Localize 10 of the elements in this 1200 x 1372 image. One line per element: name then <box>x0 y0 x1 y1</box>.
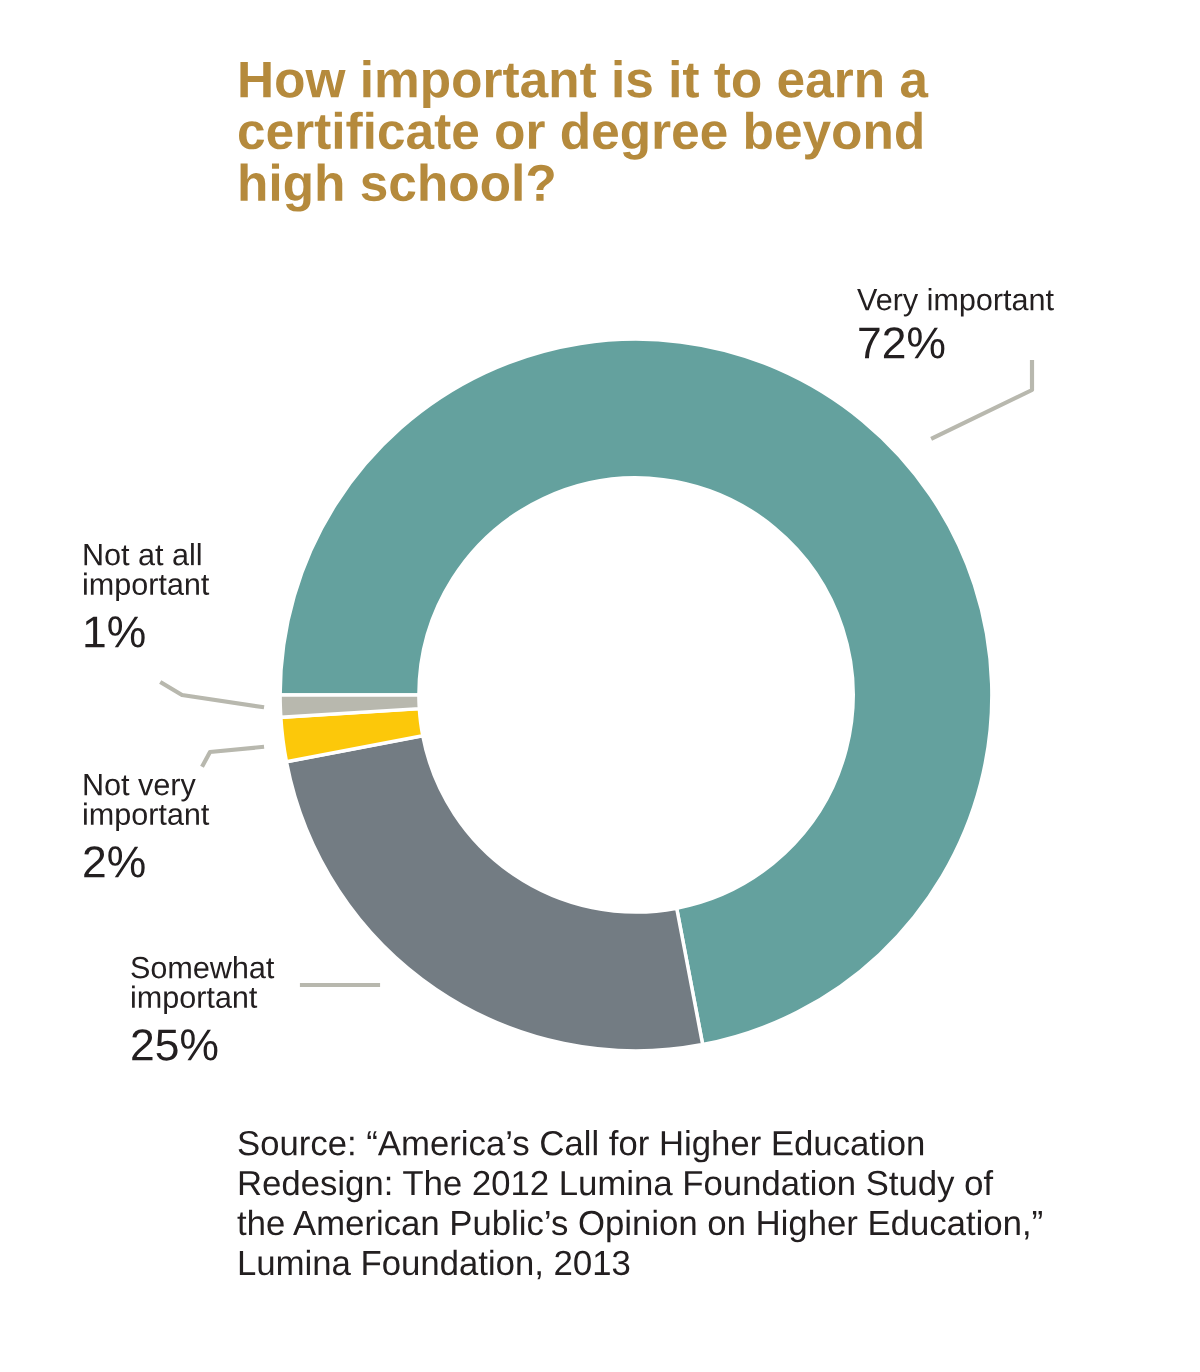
data-label: 2% <box>84 846 145 878</box>
slice-label: Not very important <box>84 774 210 832</box>
slice-label: Very important <box>857 288 1054 317</box>
data-label: 25% <box>132 1029 218 1061</box>
data-label: 1% <box>85 616 145 648</box>
source-note: Source: “America’s Call for Higher Education Redesign: The 2012 Lumina Foundation Study of the American Public’s Opinion on Higher Education,” Lumina Foundation, 2013 <box>237 1130 1042 1280</box>
data-label: 72% <box>859 327 945 359</box>
slice-label: Somewhat important <box>131 956 275 1015</box>
slice-label: Not at all important <box>84 543 210 602</box>
chart-title: How important is it to earn a certificate or degree beyond high school? <box>239 60 929 212</box>
